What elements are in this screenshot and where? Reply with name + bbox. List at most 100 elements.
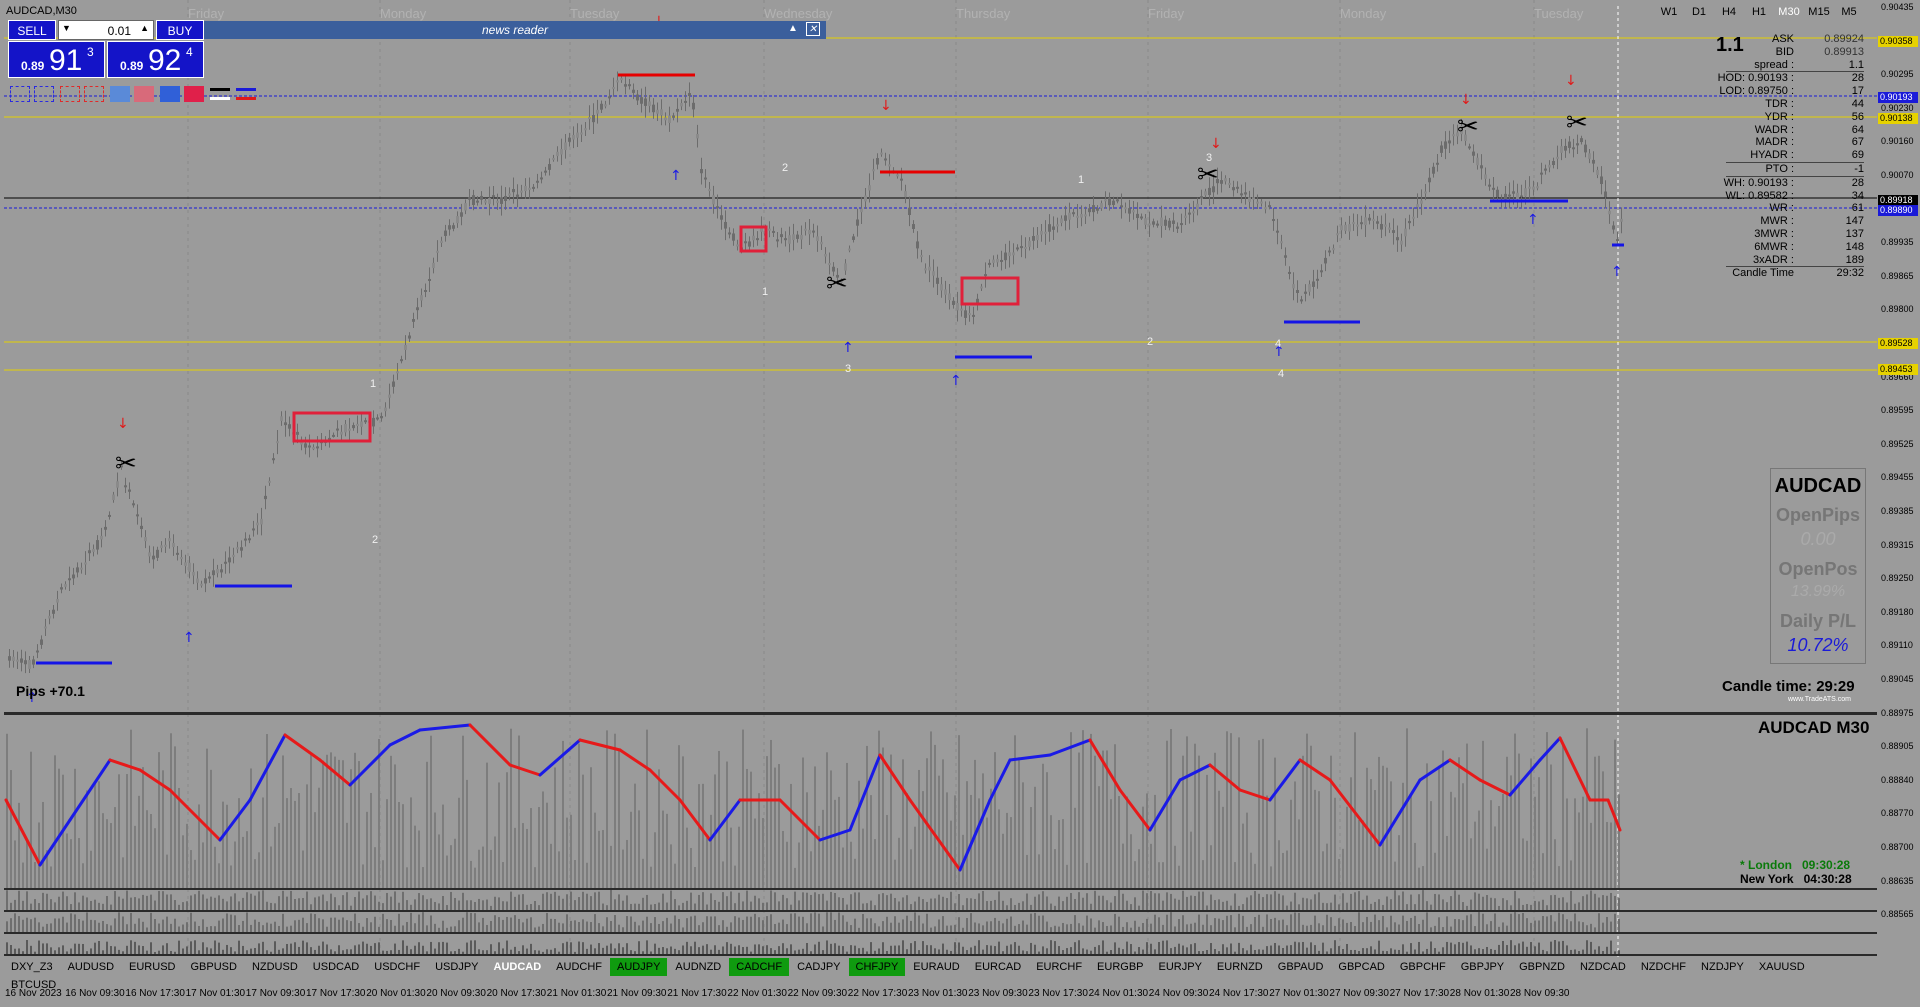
lot-dropdown-icon[interactable]: ▼ xyxy=(62,23,71,33)
symbol-button-usdchf[interactable]: USDCHF xyxy=(374,961,421,973)
candle-body xyxy=(836,274,839,278)
volume-bar xyxy=(618,749,620,888)
volume-bar xyxy=(1262,738,1264,888)
symbol-button-gbpaud[interactable]: GBPAUD xyxy=(1277,961,1324,973)
draw-tool-black-line-icon[interactable] xyxy=(210,88,230,100)
symbol-button-cadchf[interactable]: CADCHF xyxy=(729,958,790,976)
symbol-button-audcad[interactable]: AUDCAD xyxy=(493,961,542,973)
strip-bar xyxy=(726,926,728,932)
strip-bar xyxy=(42,926,44,932)
strip-bar xyxy=(454,926,456,932)
volume-bar xyxy=(1050,815,1052,888)
strip-bar xyxy=(1446,916,1448,932)
symbol-button-nzdusd[interactable]: NZDUSD xyxy=(251,961,298,973)
volume-bar xyxy=(374,847,376,888)
symbol-button-gbpjpy[interactable]: GBPJPY xyxy=(1460,961,1505,973)
bid-quote[interactable]: 0.89 91 3 xyxy=(8,41,105,78)
tf-w1[interactable]: W1 xyxy=(1660,6,1678,18)
symbol-button-gbpchf[interactable]: GBPCHF xyxy=(1399,961,1446,973)
candle-body xyxy=(1152,221,1155,225)
strip-bar xyxy=(1158,893,1160,910)
strip-bar xyxy=(978,893,980,910)
symbol-button-btcusd[interactable]: BTCUSD xyxy=(11,979,57,991)
strip-bar xyxy=(718,949,720,954)
symbol-button-nzdchf[interactable]: NZDCHF xyxy=(1640,961,1687,973)
strip-bar xyxy=(1434,925,1436,932)
draw-tool-pink-fill-icon[interactable] xyxy=(134,86,154,102)
collapse-icon[interactable]: ▲ xyxy=(788,23,798,34)
strip-bar xyxy=(746,916,748,932)
buy-button[interactable]: BUY xyxy=(156,20,204,40)
symbol-button-usdjpy[interactable]: USDJPY xyxy=(435,961,479,973)
strip-bar xyxy=(602,926,604,932)
strip-bar xyxy=(1102,895,1104,910)
volume-bar xyxy=(358,761,360,888)
symbol-button-eurcad[interactable]: EURCAD xyxy=(974,961,1022,973)
strip-bar xyxy=(138,898,140,910)
strip-bar xyxy=(598,943,600,954)
time-axis[interactable]: 16 Nov 2023 16 Nov 09:30 16 Nov 17:30 17 No… xyxy=(0,985,1900,1005)
candle-body xyxy=(984,274,987,277)
symbol-button-audjpy[interactable]: AUDJPY xyxy=(610,958,668,976)
strip-bar xyxy=(162,945,164,954)
strip-bar xyxy=(74,892,76,910)
tf-m30[interactable]: M30 xyxy=(1778,6,1800,18)
strip-bar xyxy=(282,890,284,910)
symbol-button-eurjpy[interactable]: EURJPY xyxy=(1158,961,1202,973)
candle-body xyxy=(844,263,847,271)
close-icon[interactable]: ✕ xyxy=(806,22,820,36)
symbol-button-audchf[interactable]: AUDCHF xyxy=(556,961,603,973)
candle-body xyxy=(812,230,815,233)
symbol-button-euraud[interactable]: EURAUD xyxy=(913,961,960,973)
draw-tool-red-rect-icon[interactable] xyxy=(60,86,80,102)
volume-bar xyxy=(1450,791,1452,888)
stat-row: HOD: 0.90193 :28 xyxy=(1718,71,1864,85)
draw-tool-red-dash-icon[interactable] xyxy=(84,86,104,102)
lot-stepper-icon[interactable]: ▲ xyxy=(140,23,149,33)
draw-tool-blue-dash-icon[interactable] xyxy=(34,86,54,102)
draw-tool-blue-red-line-icon[interactable] xyxy=(236,88,256,100)
symbol-button-eurnzd[interactable]: EURNZD xyxy=(1216,961,1263,973)
news-reader-panel[interactable]: news reader ▲ ✕ xyxy=(204,21,826,39)
symbol-button-audusd[interactable]: AUDUSD xyxy=(67,961,115,973)
sell-button[interactable]: SELL xyxy=(8,20,56,40)
candle-body xyxy=(40,639,43,645)
volume-bar xyxy=(114,807,116,888)
candle-body xyxy=(1376,221,1379,224)
tf-m5[interactable]: M5 xyxy=(1841,6,1857,18)
strip-bar xyxy=(1150,890,1152,910)
strip-bar xyxy=(1482,913,1484,932)
symbol-button-gbpusd[interactable]: GBPUSD xyxy=(190,961,237,973)
symbol-button-eurchf[interactable]: EURCHF xyxy=(1036,961,1083,973)
symbol-button-gbpnzd[interactable]: GBPNZD xyxy=(1519,961,1565,973)
symbol-button-nzdjpy[interactable]: NZDJPY xyxy=(1701,961,1744,973)
lot-size-input[interactable]: ▼ 0.01 ▲ xyxy=(58,20,154,40)
symbol-button-nzdcad[interactable]: NZDCAD xyxy=(1579,961,1626,973)
tf-m15[interactable]: M15 xyxy=(1808,6,1830,18)
strip-bar xyxy=(462,951,464,954)
draw-tool-lightblue-fill-icon[interactable] xyxy=(110,86,130,102)
tf-h4[interactable]: H4 xyxy=(1721,6,1737,18)
strip-bar xyxy=(794,891,796,910)
strip-bar xyxy=(274,921,276,932)
draw-tool-red-fill-icon[interactable] xyxy=(184,86,204,102)
symbol-button-eurgbp[interactable]: EURGBP xyxy=(1097,961,1144,973)
symbol-button-chfjpy[interactable]: CHFJPY xyxy=(848,958,906,976)
strip-bar xyxy=(486,899,488,910)
symbol-button-eurusd[interactable]: EURUSD xyxy=(129,961,176,973)
draw-tool-blue-rect-icon[interactable] xyxy=(10,86,30,102)
symbol-button-xauusd[interactable]: XAUUSD xyxy=(1758,961,1805,973)
symbol-button-cadjpy[interactable]: CADJPY xyxy=(797,961,841,973)
symbol-button-gbpcad[interactable]: GBPCAD xyxy=(1338,961,1385,973)
volume-bar xyxy=(1162,862,1164,888)
draw-tool-blue-fill-icon[interactable] xyxy=(160,86,180,102)
tf-h1[interactable]: H1 xyxy=(1751,6,1767,18)
symbol-button-dxy_z3[interactable]: DXY_Z3 xyxy=(11,961,53,973)
ask-quote[interactable]: 0.89 92 4 xyxy=(107,41,204,78)
price-axis[interactable]: 0.904350.903650.902950.902300.901600.900… xyxy=(1877,0,1920,960)
tf-d1[interactable]: D1 xyxy=(1691,6,1707,18)
strip-bar xyxy=(1154,893,1156,910)
symbol-button-audnzd[interactable]: AUDNZD xyxy=(675,961,722,973)
symbol-button-usdcad[interactable]: USDCAD xyxy=(312,961,360,973)
